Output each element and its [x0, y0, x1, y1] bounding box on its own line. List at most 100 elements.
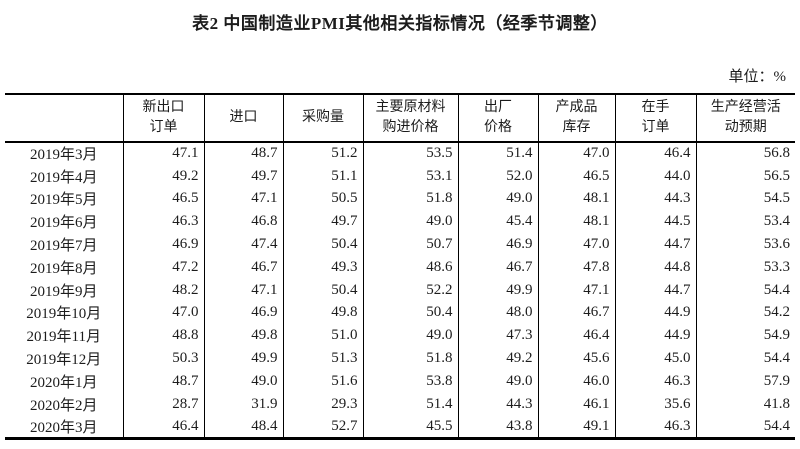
value-cell-main-raw-material-purchase-price: 53.1 — [363, 164, 459, 188]
value-cell-main-raw-material-purchase-price: 50.7 — [363, 233, 459, 256]
value-cell-new-export-orders: 46.9 — [123, 233, 205, 256]
row-label: 2019年8月 — [5, 255, 124, 279]
value-cell-ex-factory-price: 46.7 — [458, 255, 539, 279]
column-header-purchasing-volume: 采购量 — [283, 94, 364, 143]
value-cell-purchasing-volume: 50.4 — [283, 233, 364, 256]
value-cell-finished-goods-inventory: 46.7 — [538, 301, 616, 325]
value-cell-orders-on-hand: 44.7 — [615, 278, 697, 302]
value-cell-main-raw-material-purchase-price: 50.4 — [363, 301, 459, 325]
value-cell-purchasing-volume: 51.6 — [283, 369, 364, 393]
value-cell-business-activity-expectation: 53.3 — [763, 258, 790, 275]
value-cell-business-activity-expectation: 54.4 — [763, 281, 790, 298]
row-label: 2019年3月 — [5, 142, 124, 165]
value-cell-new-export-orders: 46.5 — [123, 187, 205, 211]
value-cell-finished-goods-inventory: 46.0 — [538, 369, 616, 393]
value-cell-purchasing-volume: 29.3 — [283, 392, 364, 416]
value-cell-main-raw-material-purchase-price: 49.0 — [363, 324, 459, 348]
table-row: 2019年6月 46.3 46.8 49.7 49.0 45.4 48.1 44.5 53.4 — [5, 210, 795, 234]
value-cell-imports: 49.8 — [204, 324, 284, 348]
row-label: 2019年10月 — [5, 301, 124, 325]
value-cell-purchasing-volume: 49.3 — [283, 255, 364, 279]
column-header-business-activity-expectation: 生产经营活 动预期 — [696, 94, 795, 143]
value-cell-imports: 31.9 — [204, 392, 284, 416]
value-cell-imports: 49.0 — [204, 369, 284, 393]
value-cell-finished-goods-inventory: 47.1 — [538, 278, 616, 302]
value-cell-finished-goods-inventory: 47.0 — [538, 142, 616, 165]
value-cell-business-activity-expectation: 54.5 — [763, 190, 790, 207]
value-cell-purchasing-volume: 50.4 — [283, 278, 364, 302]
value-cell-main-raw-material-purchase-price: 48.6 — [363, 255, 459, 279]
value-cell-new-export-orders: 48.7 — [123, 369, 205, 393]
value-cell-orders-on-hand: 46.3 — [615, 415, 697, 439]
value-cell-business-activity-expectation: 41.8 — [763, 395, 790, 412]
table-row: 2019年8月 47.2 46.7 49.3 48.6 46.7 47.8 44.8 53.3 — [5, 255, 795, 279]
value-cell-new-export-orders: 49.2 — [123, 164, 205, 188]
value-cell-orders-on-hand: 44.3 — [615, 187, 697, 211]
value-cell-purchasing-volume: 49.7 — [283, 210, 364, 234]
value-cell-purchasing-volume: 51.3 — [283, 347, 364, 370]
value-cell-imports: 46.8 — [204, 210, 284, 234]
value-cell-purchasing-volume: 51.1 — [283, 164, 364, 188]
table-header: 新出口 订单 进口 采购量 主要原材料 购进价格 出厂 价格 产成品 库存 在手 订单 生产经营活 动预期 — [5, 94, 795, 143]
page-title: 表2 中国制造业PMI其他相关指标情况（经季节调整） — [192, 14, 608, 33]
value-cell-imports: 49.9 — [204, 347, 284, 370]
row-label: 2020年2月 — [5, 392, 124, 416]
value-cell-new-export-orders: 28.7 — [123, 392, 205, 416]
table-row: 2019年4月 49.2 49.7 51.1 53.1 52.0 46.5 44.0 56.5 — [5, 164, 795, 188]
value-cell-new-export-orders: 47.1 — [123, 142, 205, 165]
row-label: 2019年4月 — [5, 164, 124, 188]
value-cell-orders-on-hand: 44.8 — [615, 255, 697, 279]
row-label: 2020年1月 — [5, 369, 124, 393]
value-cell-business-activity-expectation: 57.9 — [763, 372, 790, 389]
table-row: 2020年2月 28.7 31.9 29.3 51.4 44.3 46.1 35.6 41.8 — [5, 392, 795, 416]
value-cell-business-activity-expectation: 54.2 — [763, 304, 790, 321]
pmi-indicators-table: 新出口 订单 进口 采购量 主要原材料 购进价格 出厂 价格 产成品 库存 在手 订单 生产经营活 动预期… — [5, 93, 795, 440]
value-cell-purchasing-volume: 49.8 — [283, 301, 364, 325]
value-cell-orders-on-hand: 44.7 — [615, 233, 697, 256]
table-row: 2019年10月 47.0 46.9 49.8 50.4 48.0 46.7 44.9 54.2 — [5, 301, 795, 325]
table-row: 2019年7月 46.9 47.4 50.4 50.7 46.9 47.0 44.7 53.6 — [5, 233, 795, 256]
value-cell-main-raw-material-purchase-price: 51.4 — [363, 392, 459, 416]
row-label: 2019年11月 — [5, 324, 124, 348]
value-cell-finished-goods-inventory: 47.0 — [538, 233, 616, 256]
value-cell-ex-factory-price: 43.8 — [458, 415, 539, 439]
value-cell-purchasing-volume: 51.0 — [283, 324, 364, 348]
value-cell-finished-goods-inventory: 46.4 — [538, 324, 616, 348]
table-row: 2019年11月 48.8 49.8 51.0 49.0 47.3 46.4 44.9 54.9 — [5, 324, 795, 348]
value-cell-main-raw-material-purchase-price: 49.0 — [363, 210, 459, 234]
value-cell-imports: 47.4 — [204, 233, 284, 256]
table-row: 2019年9月 48.2 47.1 50.4 52.2 49.9 47.1 44.7 54.4 — [5, 278, 795, 302]
value-cell-purchasing-volume: 51.2 — [283, 142, 364, 165]
column-header-imports: 进口 — [204, 94, 284, 143]
value-cell-imports: 46.9 — [204, 301, 284, 325]
value-cell-ex-factory-price: 49.0 — [458, 369, 539, 393]
value-cell-business-activity-expectation: 56.8 — [763, 145, 790, 162]
value-cell-business-activity-expectation: 54.4 — [763, 350, 790, 367]
value-cell-new-export-orders: 46.3 — [123, 210, 205, 234]
column-header-new-export-orders: 新出口 订单 — [123, 94, 205, 143]
table-row: 2019年12月 50.3 49.9 51.3 51.8 49.2 45.6 45.0 54.4 — [5, 347, 795, 370]
row-label: 2019年7月 — [5, 233, 124, 256]
value-cell-finished-goods-inventory: 45.6 — [538, 347, 616, 370]
value-cell-main-raw-material-purchase-price: 52.2 — [363, 278, 459, 302]
column-header-finished-goods-inventory: 产成品 库存 — [538, 94, 616, 143]
column-header-main-raw-material-purchase-price: 主要原材料 购进价格 — [363, 94, 459, 143]
value-cell-orders-on-hand: 44.9 — [615, 301, 697, 325]
value-cell-ex-factory-price: 47.3 — [458, 324, 539, 348]
value-cell-imports: 47.1 — [204, 187, 284, 211]
value-cell-finished-goods-inventory: 48.1 — [538, 210, 616, 234]
value-cell-finished-goods-inventory: 47.8 — [538, 255, 616, 279]
value-cell-ex-factory-price: 49.2 — [458, 347, 539, 370]
table-row: 2020年1月 48.7 49.0 51.6 53.8 49.0 46.0 46.3 57.9 — [5, 369, 795, 393]
column-header-ex-factory-price: 出厂 价格 — [458, 94, 539, 143]
value-cell-orders-on-hand: 35.6 — [615, 392, 697, 416]
value-cell-new-export-orders: 47.2 — [123, 255, 205, 279]
column-header-orders-on-hand: 在手 订单 — [615, 94, 697, 143]
value-cell-finished-goods-inventory: 46.1 — [538, 392, 616, 416]
value-cell-ex-factory-price: 45.4 — [458, 210, 539, 234]
value-cell-purchasing-volume: 50.5 — [283, 187, 364, 211]
row-label: 2019年12月 — [5, 347, 124, 370]
value-cell-new-export-orders: 50.3 — [123, 347, 205, 370]
unit-label: 单位：% — [728, 69, 787, 85]
value-cell-purchasing-volume: 52.7 — [283, 415, 364, 439]
